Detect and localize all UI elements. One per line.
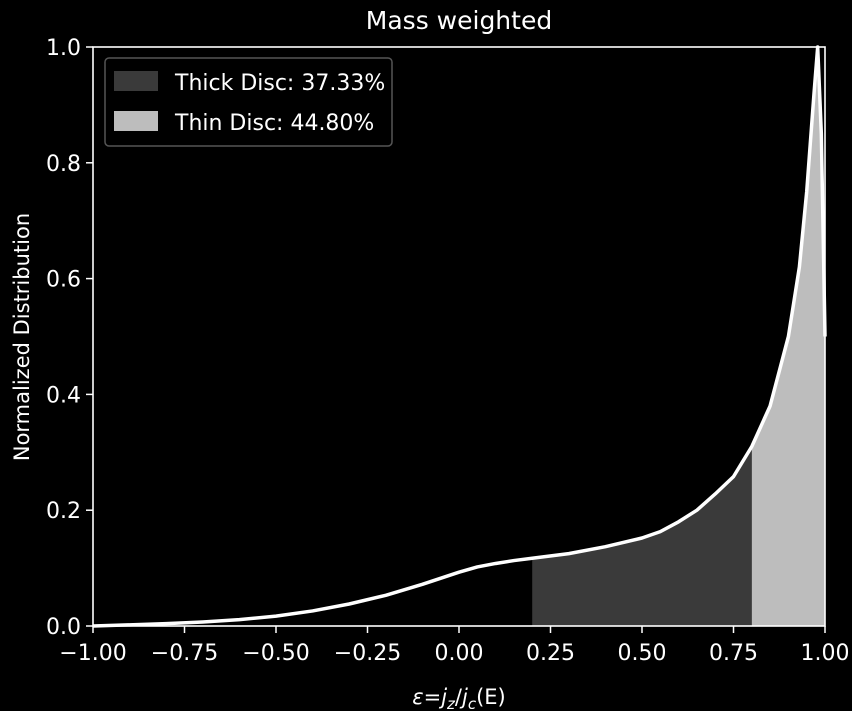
- x-label-energy: (E): [476, 685, 506, 709]
- x-axis: −1.00 −0.75 −0.50 −0.25 0.00 0.25 0.50 0.75 1.00: [59, 626, 849, 666]
- y-tick-label: 0.2: [46, 499, 81, 524]
- y-tick-label: 0.8: [46, 152, 81, 177]
- x-tick-label: 0.00: [435, 641, 484, 666]
- x-tick-label: −0.75: [151, 641, 218, 666]
- legend-label-thin-disc: Thin Disc: 44.80%: [174, 111, 374, 136]
- x-tick-label: −0.50: [242, 641, 309, 666]
- x-label-j: j: [438, 685, 447, 709]
- legend-label-thick-disc: Thick Disc: 37.33%: [174, 71, 385, 96]
- chart-title: Mass weighted: [366, 6, 552, 35]
- y-tick-label: 0.4: [46, 383, 81, 408]
- legend: Thick Disc: 37.33% Thin Disc: 44.80%: [104, 57, 393, 147]
- x-label-c: c: [468, 695, 477, 711]
- distribution-curve: [92, 45, 827, 628]
- region-0: [532, 446, 752, 626]
- x-tick-label: 0.50: [618, 641, 667, 666]
- x-tick-label: −1.00: [59, 641, 126, 666]
- x-label-equals: =: [424, 685, 442, 709]
- y-axis-label: Normalized Distribution: [10, 213, 34, 461]
- y-tick-label: 0.0: [46, 615, 81, 640]
- x-label-slash: /: [455, 685, 463, 709]
- x-label-j2: j: [459, 685, 468, 709]
- x-tick-label: 0.25: [526, 641, 575, 666]
- x-label-z: z: [446, 695, 456, 711]
- x-axis-label: ε=jz/jc(E): [412, 685, 506, 711]
- shaded-regions: [532, 47, 825, 626]
- x-tick-label: −0.25: [334, 641, 401, 666]
- legend-frame: [104, 57, 393, 147]
- legend-swatch-thick-disc: [114, 71, 158, 91]
- legend-swatch-thin-disc: [114, 111, 158, 131]
- y-axis: 0.0 0.2 0.4 0.6 0.8 1.0: [46, 36, 93, 640]
- x-tick-label: 0.75: [709, 641, 758, 666]
- x-tick-label: 1.00: [801, 641, 850, 666]
- y-tick-label: 0.6: [46, 268, 81, 293]
- x-label-epsilon: ε: [412, 685, 423, 709]
- y-tick-label: 1.0: [46, 36, 81, 61]
